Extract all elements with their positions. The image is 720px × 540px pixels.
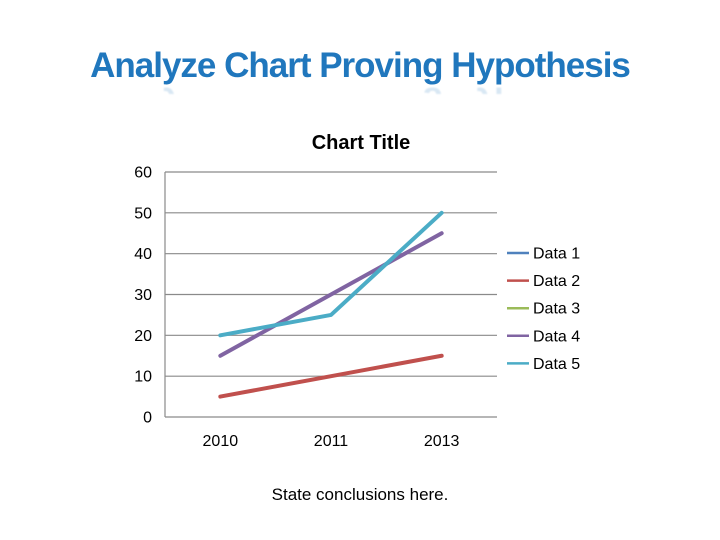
slide-title: Analyze Chart Proving Hypothesis bbox=[90, 46, 631, 85]
y-tick-label-40: 40 bbox=[134, 246, 152, 263]
y-tick-label-60: 60 bbox=[134, 165, 152, 182]
chart-title: Chart Title bbox=[312, 132, 411, 154]
y-tick-label-0: 0 bbox=[143, 410, 152, 427]
x-tick-label-2013: 2013 bbox=[424, 433, 460, 450]
y-tick-label-20: 20 bbox=[134, 328, 152, 345]
y-tick-label-30: 30 bbox=[134, 287, 152, 304]
x-tick-label-2010: 2010 bbox=[203, 433, 239, 450]
y-tick-label-50: 50 bbox=[134, 205, 152, 222]
conclusion-text: State conclusions here. bbox=[271, 485, 449, 504]
legend-label-data-2: Data 2 bbox=[533, 273, 580, 290]
series-line-data-2 bbox=[218, 353, 444, 399]
y-tick-label-10: 10 bbox=[134, 369, 152, 386]
series-line-data-4 bbox=[218, 231, 444, 358]
x-tick-label-2011: 2011 bbox=[314, 433, 349, 450]
legend-label-data-1: Data 1 bbox=[533, 246, 580, 263]
legend-label-data-4: Data 4 bbox=[533, 328, 580, 345]
legend-label-data-5: Data 5 bbox=[533, 356, 580, 373]
series-line-data-5 bbox=[218, 210, 444, 338]
legend-label-data-3: Data 3 bbox=[533, 301, 580, 318]
